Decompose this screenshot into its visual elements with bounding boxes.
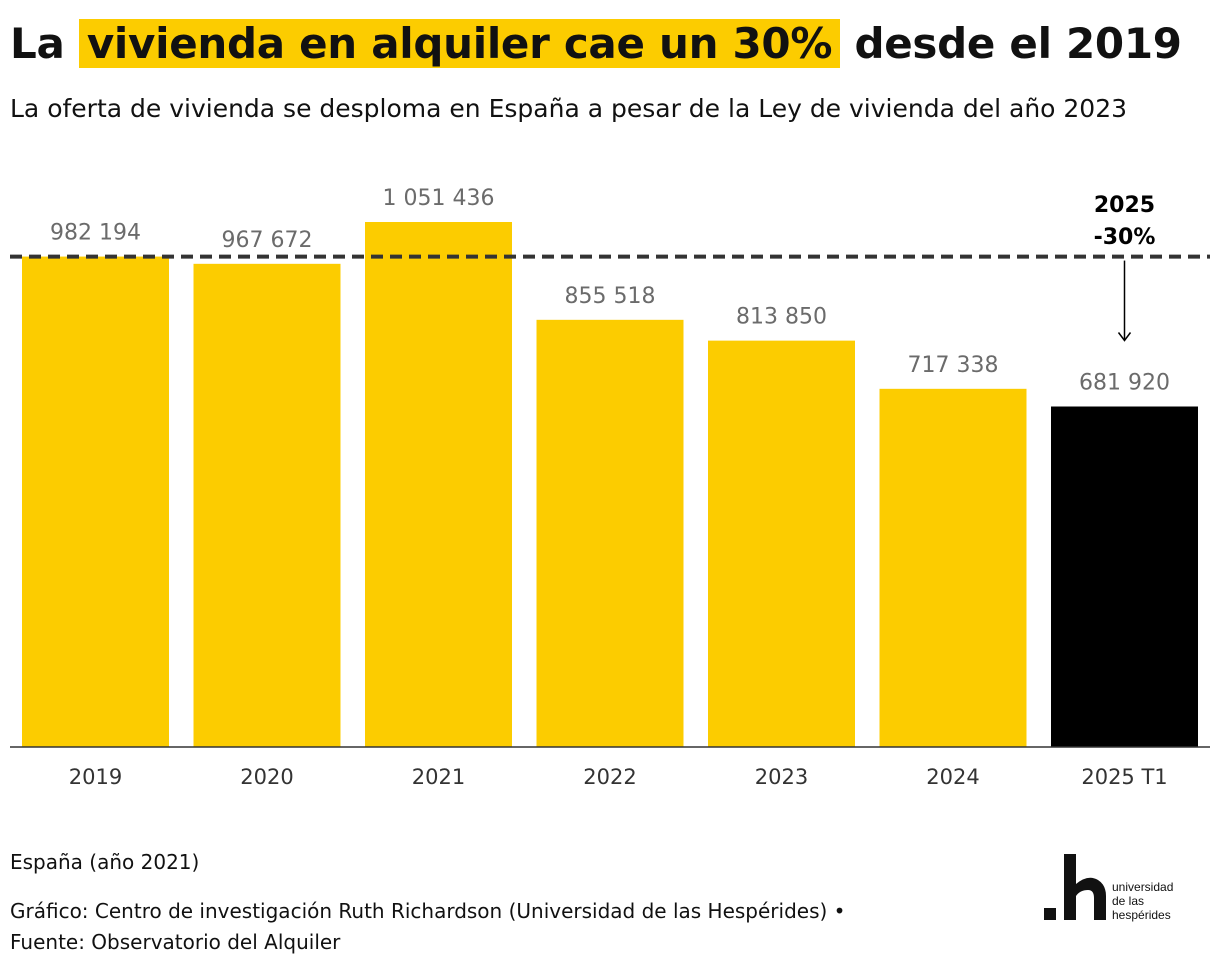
- university-logo-icon: [1044, 854, 1106, 920]
- logo-text-line-3: hespérides: [1112, 908, 1171, 922]
- credit-line-1: Gráfico: Centro de investigación Ruth Ri…: [10, 899, 846, 923]
- bar-chart: 982 194 2019 967 672 2020 1 051 436 2021 855 5…: [10, 186, 1210, 789]
- chart-title: La vivienda en alquiler cae un 30% desde…: [10, 16, 1182, 72]
- title-prefix: La: [10, 19, 65, 68]
- bar-2024: [879, 388, 1027, 747]
- bar-2019: [22, 256, 169, 747]
- annotation-year: 2025: [1094, 193, 1155, 218]
- bar-2022: [536, 319, 684, 747]
- bar-2025-T1: [1051, 406, 1198, 747]
- x-tick-label: 2023: [755, 765, 808, 789]
- x-tick-label: 2025 T1: [1081, 765, 1167, 789]
- footer-note: España (año 2021): [10, 850, 200, 874]
- annotation-percent: -30%: [1094, 225, 1156, 250]
- credit-line-2: Fuente: Observatorio del Alquiler: [10, 930, 341, 954]
- data-label: 967 672: [222, 228, 313, 253]
- bar-2020: [193, 263, 341, 747]
- bar-2023: [708, 340, 855, 747]
- data-label: 982 194: [50, 221, 141, 246]
- x-tick-label: 2019: [69, 765, 122, 789]
- data-label: 813 850: [736, 305, 827, 330]
- x-tick-label: 2021: [412, 765, 465, 789]
- title-highlight: vivienda en alquiler cae un 30%: [78, 19, 841, 68]
- data-label: 681 920: [1079, 371, 1170, 396]
- logo-text: universidad de las hespérides: [1112, 880, 1173, 922]
- data-label: 717 338: [908, 353, 999, 378]
- chart-subtitle: La oferta de vivienda se desploma en Esp…: [10, 94, 1128, 123]
- x-tick-label: 2022: [583, 765, 636, 789]
- bar-2021: [365, 222, 512, 747]
- footer-credit: Gráfico: Centro de investigación Ruth Ri…: [10, 896, 845, 958]
- annotation-arrow-head: [1117, 332, 1132, 342]
- data-label: 855 518: [565, 284, 656, 309]
- x-tick-label: 2020: [240, 765, 293, 789]
- title-suffix: desde el 2019: [854, 19, 1182, 68]
- logo-text-line-2: de las: [1112, 894, 1145, 908]
- x-tick-label: 2024: [926, 765, 979, 789]
- data-label: 1 051 436: [383, 186, 495, 211]
- logo-text-line-1: universidad: [1112, 880, 1174, 894]
